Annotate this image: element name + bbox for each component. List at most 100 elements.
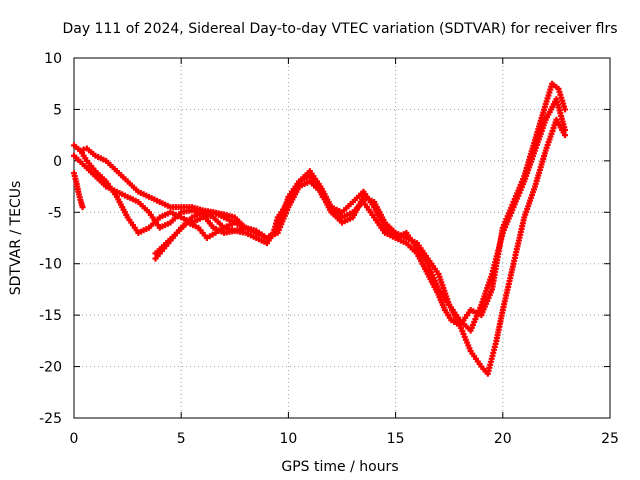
y-tick-label: -5 — [48, 205, 62, 221]
data-point — [549, 80, 560, 91]
data-point — [467, 304, 484, 334]
data-point — [71, 152, 86, 167]
data-point — [448, 317, 461, 327]
data-point — [263, 235, 270, 241]
data-point — [349, 196, 366, 221]
x-tick-label: 25 — [601, 431, 619, 447]
data-point — [184, 219, 199, 230]
x-tick-label: 5 — [177, 431, 186, 447]
data-point — [339, 215, 354, 226]
data-point — [317, 188, 333, 213]
data-point — [381, 219, 397, 234]
data-point — [441, 307, 453, 321]
x-tick-label: 20 — [494, 431, 512, 447]
data-point — [414, 245, 429, 265]
data-point — [135, 226, 150, 236]
data-point — [510, 217, 527, 267]
data-point — [561, 132, 568, 139]
data-point — [414, 240, 429, 259]
data-point — [124, 214, 140, 234]
data-point — [403, 240, 418, 255]
data-point — [414, 250, 430, 275]
data-point — [92, 173, 108, 188]
data-point — [521, 186, 537, 221]
y-tick-label: 0 — [53, 154, 62, 170]
series-track-b — [71, 96, 568, 334]
data-point — [403, 235, 418, 245]
data-point — [253, 235, 268, 245]
data-point — [167, 209, 182, 220]
data-point — [339, 210, 354, 221]
data-point — [510, 181, 527, 211]
data-point — [242, 224, 249, 231]
data-point — [381, 229, 396, 240]
grid-lines — [74, 58, 610, 418]
data-points — [71, 80, 568, 377]
data-point — [156, 210, 171, 221]
y-tick-label: 10 — [44, 51, 62, 67]
data-point — [124, 193, 139, 204]
data-point — [561, 106, 568, 113]
data-point — [435, 271, 452, 306]
data-point — [531, 119, 548, 154]
data-point — [77, 196, 85, 208]
x-tick-label: 0 — [70, 431, 79, 447]
data-point — [152, 247, 165, 262]
data-point — [478, 273, 495, 308]
data-point — [424, 255, 440, 275]
data-point — [306, 178, 322, 193]
data-point — [242, 229, 257, 240]
series-track-e — [152, 219, 249, 257]
data-point — [199, 209, 214, 220]
data-point — [553, 116, 567, 136]
y-tick-label: 5 — [53, 102, 62, 118]
data-point — [75, 188, 83, 201]
data-point — [521, 150, 537, 185]
y-tick-label: -20 — [39, 360, 62, 376]
series-track-f — [71, 170, 86, 211]
data-point — [124, 178, 140, 193]
data-point — [360, 193, 375, 204]
data-point — [135, 199, 150, 214]
x-tick-label: 10 — [279, 431, 297, 447]
data-point — [493, 309, 506, 344]
data-point — [163, 231, 178, 247]
series-track-a — [71, 80, 568, 329]
axis-ticks: 0 5 10 15 20 25 -25 -20 -15 -10 -5 0 5 10 — [39, 51, 619, 447]
data-point — [339, 201, 354, 216]
data-point — [392, 229, 407, 240]
data-point — [253, 227, 268, 240]
series-track-c — [77, 116, 568, 377]
y-tick-label: -25 — [39, 411, 62, 427]
data-point — [77, 147, 89, 162]
data-point — [484, 340, 499, 377]
data-point — [274, 207, 291, 236]
data-point — [446, 301, 462, 326]
data-point — [456, 322, 473, 352]
data-point — [113, 193, 130, 218]
data-point — [71, 142, 82, 152]
data-point — [553, 96, 568, 131]
data-point — [135, 188, 150, 199]
data-point — [152, 242, 168, 257]
data-point — [285, 186, 301, 211]
plot-frame — [73, 57, 611, 419]
y-tick-label: -10 — [39, 257, 62, 273]
data-point — [113, 168, 129, 183]
chart-title: Day 111 of 2024, Sidereal Day-to-day VTE… — [62, 21, 617, 37]
data-point — [349, 190, 365, 205]
data-point — [146, 216, 161, 231]
data-point — [424, 260, 441, 290]
data-point — [478, 363, 489, 375]
data-point — [103, 157, 118, 173]
data-point — [499, 263, 516, 313]
data-point — [83, 157, 97, 172]
data-point — [173, 221, 189, 236]
data-point — [371, 214, 387, 234]
data-point — [203, 231, 216, 241]
data-point — [531, 104, 548, 144]
data-point — [231, 219, 246, 230]
data-point — [146, 193, 161, 204]
data-point — [156, 220, 171, 231]
